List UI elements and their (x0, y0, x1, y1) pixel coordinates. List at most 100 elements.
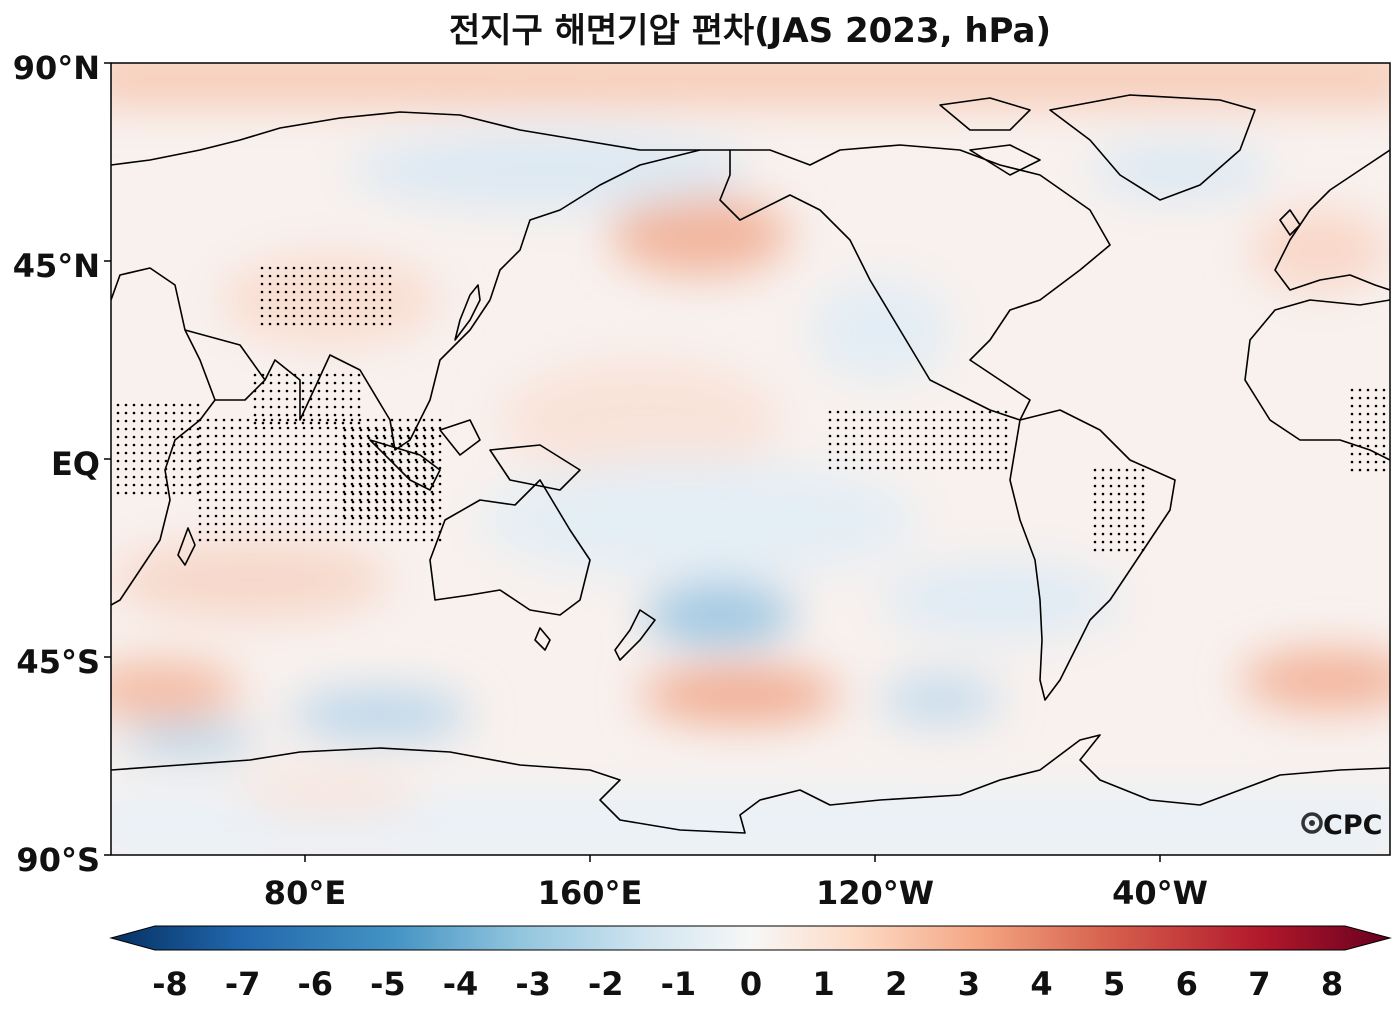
stipple-dot (374, 530, 378, 534)
stipple-dot (390, 450, 394, 454)
stipple-dot (148, 443, 152, 447)
stipple-dot (422, 426, 426, 430)
stipple-dot (1109, 524, 1113, 528)
stipple-dot (876, 434, 880, 438)
stipple-dot (230, 450, 234, 454)
stipple-dot (286, 426, 290, 430)
stipple-dot (844, 442, 848, 446)
stipple-dot (940, 450, 944, 454)
stipple-dot (318, 434, 322, 438)
stipple-dot (1101, 548, 1105, 552)
stipple-dot (358, 426, 362, 430)
stipple-dot (350, 514, 354, 518)
stipple-dot (343, 460, 347, 464)
stipple-dot (300, 282, 304, 286)
stipple-dot (1374, 412, 1378, 416)
stipple-dot (438, 522, 442, 526)
stipple-dot (908, 410, 912, 414)
stipple-dot (964, 458, 968, 462)
stipple-dot (406, 506, 410, 510)
stipple-dot (188, 475, 192, 479)
stipple-dot (276, 290, 280, 294)
stipple-dot (310, 498, 314, 502)
stipple-dot (414, 530, 418, 534)
stipple-dot (382, 450, 386, 454)
stipple-dot (124, 467, 128, 471)
stipple-dot (916, 434, 920, 438)
stipple-dot (415, 428, 419, 432)
stipple-dot (359, 500, 363, 504)
stipple-dot (318, 506, 322, 510)
stipple-dot (270, 522, 274, 526)
stipple-dot (261, 389, 265, 393)
stipple-dot (988, 450, 992, 454)
stipple-dot (180, 435, 184, 439)
stipple-dot (308, 290, 312, 294)
stipple-dot (398, 450, 402, 454)
stipple-dot (932, 450, 936, 454)
colorbar-tick-label: 5 (1103, 965, 1125, 1003)
stipple-dot (334, 474, 338, 478)
stipple-dot (438, 418, 442, 422)
stipple-dot (222, 514, 226, 518)
stipple-dot (302, 466, 306, 470)
stipple-dot (1382, 444, 1386, 448)
stipple-dot (375, 428, 379, 432)
stipple-dot (398, 490, 402, 494)
stipple-dot (326, 426, 330, 430)
lat-label-90s: 90°S (16, 841, 100, 879)
stipple-dot (308, 306, 312, 310)
stipple-dot (278, 522, 282, 526)
stipple-dot (380, 306, 384, 310)
stipple-dot (892, 450, 896, 454)
stipple-dot (349, 389, 353, 393)
stipple-dot (222, 434, 226, 438)
stipple-dot (333, 421, 337, 425)
stipple-dot (164, 443, 168, 447)
stipple-dot (132, 483, 136, 487)
stipple-dot (422, 506, 426, 510)
stipple-dot (302, 506, 306, 510)
stipple-dot (398, 466, 402, 470)
stipple-dot (206, 474, 210, 478)
stipple-dot (302, 482, 306, 486)
stipple-dot (924, 458, 928, 462)
stipple-dot (1117, 524, 1121, 528)
stipple-dot (844, 450, 848, 454)
stipple-dot (359, 436, 363, 440)
stipple-dot (414, 466, 418, 470)
stipple-dot (334, 426, 338, 430)
stipple-dot (924, 418, 928, 422)
stipple-dot (260, 306, 264, 310)
stipple-dot (431, 428, 435, 432)
stipple-dot (382, 434, 386, 438)
stipple-dot (980, 450, 984, 454)
stipple-dot (148, 467, 152, 471)
stipple-dot (262, 530, 266, 534)
stipple-dot (422, 490, 426, 494)
stipple-dot (884, 466, 888, 470)
stipple-dot (1109, 468, 1113, 472)
stipple-dot (341, 413, 345, 417)
stipple-dot (196, 435, 200, 439)
stipple-dot (326, 506, 330, 510)
stipple-dot (988, 466, 992, 470)
stipple-dot (222, 442, 226, 446)
stipple-dot (340, 282, 344, 286)
stipple-dot (351, 444, 355, 448)
stipple-dot (391, 460, 395, 464)
stipple-dot (294, 530, 298, 534)
stipple-dot (278, 530, 282, 534)
stipple-dot (380, 290, 384, 294)
stipple-dot (430, 514, 434, 518)
stipple-dot (317, 389, 321, 393)
stipple-dot (246, 418, 250, 422)
stipple-dot (1366, 404, 1370, 408)
stipple-dot (1109, 516, 1113, 520)
stipple-dot (260, 274, 264, 278)
stipple-dot (278, 474, 282, 478)
stipple-dot (407, 508, 411, 512)
stipple-dot (438, 506, 442, 510)
stipple-dot (438, 466, 442, 470)
stipple-dot (358, 450, 362, 454)
